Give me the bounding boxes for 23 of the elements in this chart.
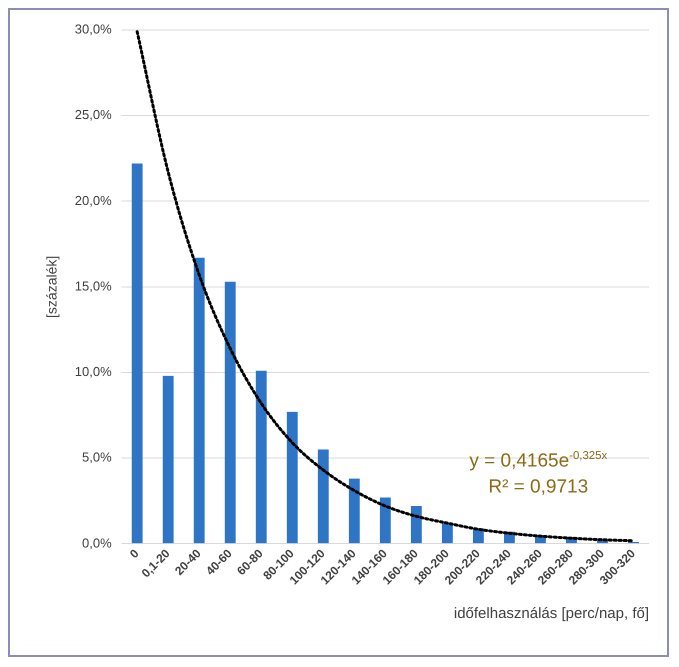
bar — [286, 412, 298, 544]
bar — [132, 164, 143, 544]
x-axis-title: időfelhasználás [perc/nap, fő] — [454, 605, 649, 622]
line-series — [136, 30, 635, 542]
bar — [318, 450, 329, 544]
y-tick-label: 5,0% — [82, 450, 112, 465]
bar — [256, 370, 267, 544]
y-tick-label: 10,0% — [74, 364, 112, 380]
y-tick-label: 20,0% — [74, 192, 112, 208]
y-tick-label: 25,0% — [74, 107, 112, 122]
bar — [162, 376, 174, 544]
bar — [410, 506, 422, 544]
bar — [380, 497, 391, 544]
annotation: R² = 0,9713 — [488, 476, 588, 498]
x-tick-label: 0 — [127, 546, 142, 561]
bar — [348, 478, 360, 544]
y-tick-label: 0,0% — [82, 535, 112, 550]
y-axis-title: [százalék] — [43, 256, 60, 318]
y-tick-label: 30,0% — [74, 22, 112, 37]
bar — [442, 523, 453, 544]
bar — [194, 258, 205, 544]
bar — [224, 282, 236, 544]
y-tick-label: 15,0% — [74, 278, 112, 294]
